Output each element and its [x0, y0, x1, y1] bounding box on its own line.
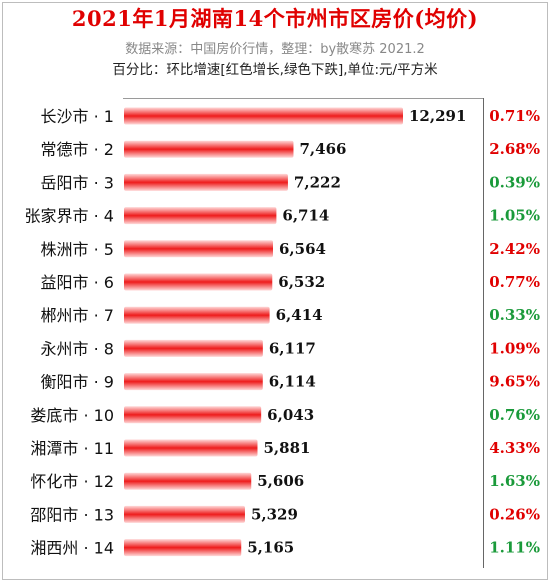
value-label: 6,714	[282, 207, 329, 225]
bar	[124, 373, 263, 391]
value-label: 6,114	[269, 373, 316, 391]
bar	[124, 140, 294, 158]
change-label: 0.71%	[489, 107, 540, 125]
change-label: 4.33%	[489, 439, 540, 457]
value-label: 7,466	[299, 140, 346, 158]
bar	[124, 107, 403, 125]
value-label: 12,291	[409, 107, 466, 125]
value-label: 5,329	[251, 505, 298, 523]
value-label: 6,532	[278, 273, 325, 291]
category-label: 常德市 · 2	[41, 140, 114, 159]
bar	[124, 505, 245, 523]
chart-source: 数据来源：中国房价行情，整理：by散寒苏 2021.2	[125, 42, 425, 57]
value-label: 5,606	[257, 472, 304, 490]
change-label: 0.33%	[489, 306, 540, 324]
value-label: 5,881	[263, 439, 310, 457]
value-label: 6,043	[267, 406, 314, 424]
category-label: 湘潭市 · 11	[30, 439, 114, 458]
change-label: 1.63%	[489, 472, 540, 490]
change-label: 0.77%	[489, 273, 540, 291]
value-label: 6,414	[276, 306, 323, 324]
bar	[124, 472, 252, 490]
category-label: 长沙市 · 1	[41, 107, 114, 126]
category-label: 怀化市 · 12	[30, 472, 114, 491]
category-label: 益阳市 · 6	[41, 273, 114, 292]
bar	[124, 339, 263, 357]
change-label: 1.09%	[489, 339, 540, 357]
value-label: 5,165	[247, 539, 294, 557]
change-label: 1.05%	[489, 207, 540, 225]
category-label: 永州市 · 8	[41, 339, 114, 358]
category-label: 张家界市 · 4	[25, 207, 114, 226]
category-label: 湘西州 · 14	[30, 539, 114, 558]
chart-note: 百分比：环比增速[红色增长,绿色下跌],单位:元/平方米	[112, 62, 438, 78]
category-label: 娄底市 · 10	[30, 406, 114, 425]
change-label: 2.42%	[489, 240, 540, 258]
category-label: 衡阳市 · 9	[41, 373, 114, 392]
bar	[124, 273, 273, 291]
category-label: 邵阳市 · 13	[30, 505, 114, 524]
bar	[124, 439, 258, 457]
bar	[124, 207, 277, 225]
category-label: 株洲市 · 5	[41, 240, 114, 259]
category-label: 岳阳市 · 3	[41, 173, 114, 192]
category-label: 郴州市 · 7	[41, 306, 114, 325]
top-rule	[123, 98, 484, 99]
bar	[124, 306, 270, 324]
change-label: 2.68%	[489, 140, 540, 158]
change-label: 0.26%	[489, 505, 540, 523]
change-label: 0.39%	[489, 173, 540, 191]
bar	[124, 173, 288, 191]
chart-title: 2021年1月湖南14个市州市区房价(均价)	[71, 6, 479, 31]
percent-separator	[483, 98, 484, 568]
change-label: 0.76%	[489, 406, 540, 424]
bar	[124, 240, 273, 258]
change-label: 1.11%	[489, 539, 540, 557]
change-label: 9.65%	[489, 373, 540, 391]
bar	[124, 539, 242, 557]
bar	[124, 406, 262, 424]
value-label: 7,222	[294, 173, 341, 191]
value-label: 6,564	[279, 240, 326, 258]
value-label: 6,117	[269, 339, 316, 357]
